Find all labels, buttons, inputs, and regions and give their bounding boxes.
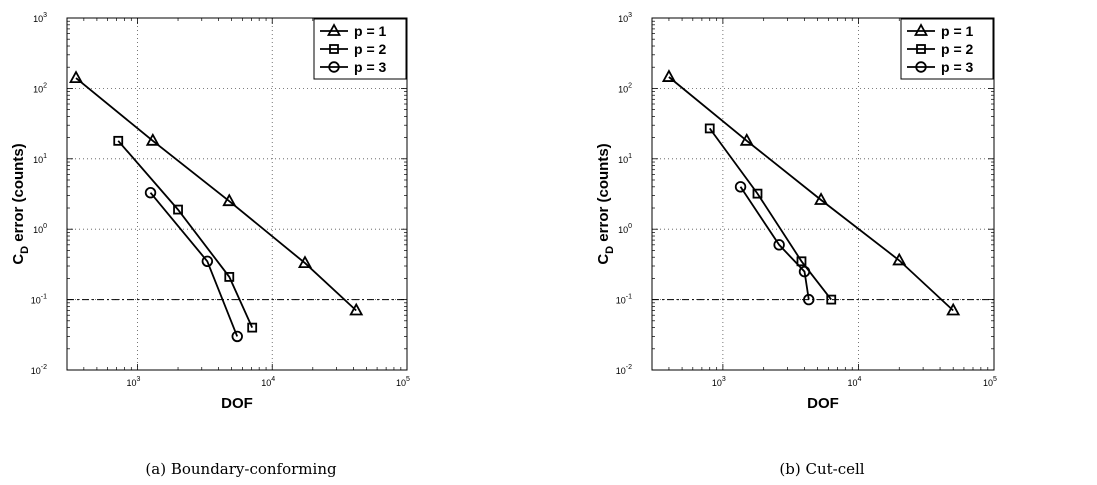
- y-tick-label: 103: [618, 12, 632, 24]
- data-point: [297, 255, 313, 268]
- series-line: [149, 192, 239, 337]
- data-point: [144, 186, 157, 199]
- series-p3: [144, 186, 243, 343]
- x-tick-label: 104: [847, 376, 861, 388]
- data-point: [231, 330, 243, 343]
- x-axis-label: DOF: [221, 395, 253, 412]
- legend-label: p = 1: [941, 23, 974, 39]
- legend-label: p = 2: [354, 41, 387, 57]
- data-point: [826, 294, 837, 305]
- y-tick-label: 100: [618, 223, 632, 235]
- data-point: [739, 132, 754, 146]
- series-p1: [69, 70, 364, 316]
- x-tick-label: 103: [127, 376, 141, 388]
- data-point: [892, 252, 907, 266]
- data-point: [349, 302, 364, 316]
- x-tick-label: 105: [983, 376, 997, 388]
- data-point: [224, 272, 235, 282]
- data-point: [752, 188, 763, 199]
- legend-marker: [329, 44, 339, 54]
- legend-marker: [915, 61, 927, 73]
- series-p2: [113, 135, 258, 333]
- y-tick-label: 101: [618, 153, 632, 165]
- data-point: [113, 135, 124, 146]
- y-tick-label: 101: [33, 153, 47, 165]
- x-tick-label: 104: [261, 376, 275, 388]
- series-line: [668, 76, 954, 312]
- legend-marker: [913, 23, 929, 36]
- y-tick-label: 102: [33, 82, 47, 94]
- figure-caption: (a) Boundary-conforming: [145, 460, 337, 478]
- y-tick-label: 10-1: [31, 294, 47, 306]
- x-tick-label: 105: [396, 376, 410, 388]
- series-p1: [661, 69, 961, 316]
- data-point: [201, 255, 214, 267]
- y-tick-label: 10-1: [616, 294, 632, 306]
- series-p2: [704, 123, 837, 305]
- data-point: [173, 204, 183, 215]
- axes-frame: [66, 17, 408, 371]
- y-tick-label: 100: [33, 223, 47, 235]
- y-tick-label: 10-2: [31, 364, 47, 376]
- data-point: [798, 265, 811, 278]
- series-line: [117, 140, 254, 328]
- legend: p = 1 p = 2 p = 3: [313, 18, 407, 80]
- data-point: [734, 181, 747, 193]
- legend-marker: [326, 23, 342, 36]
- y-axis-label: CD error (counts): [10, 143, 31, 264]
- data-point: [661, 69, 676, 82]
- y-tick-label: 10-2: [616, 364, 632, 376]
- data-point: [69, 70, 84, 84]
- legend-label: p = 3: [941, 59, 974, 75]
- y-tick-label: 103: [33, 12, 47, 24]
- x-axis-label: DOF: [807, 395, 839, 412]
- legend-label: p = 2: [941, 41, 974, 57]
- data-point: [946, 302, 961, 316]
- series-line: [739, 186, 810, 300]
- series-line: [708, 127, 832, 301]
- data-point: [803, 293, 815, 306]
- figure-caption: (b) Cut-cell: [779, 460, 864, 478]
- y-axis-label: CD error (counts): [595, 143, 616, 264]
- series-line: [75, 77, 357, 312]
- legend-label: p = 3: [354, 59, 387, 75]
- data-point: [145, 132, 160, 146]
- data-point: [247, 322, 258, 333]
- y-tick-label: 102: [618, 82, 632, 94]
- axes-frame: [651, 17, 995, 371]
- data-point: [704, 123, 715, 134]
- data-point: [796, 256, 807, 267]
- legend-marker: [916, 44, 926, 54]
- x-tick-label: 103: [712, 376, 726, 388]
- data-point: [814, 192, 829, 205]
- legend: p = 1 p = 2 p = 3: [900, 18, 994, 80]
- legend-label: p = 1: [354, 23, 387, 39]
- data-point: [773, 239, 785, 251]
- data-point: [222, 193, 237, 207]
- series-p3: [734, 181, 815, 306]
- legend-marker: [328, 61, 340, 73]
